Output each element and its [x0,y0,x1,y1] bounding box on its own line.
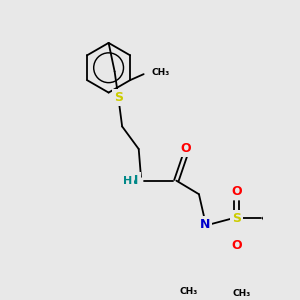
Text: O: O [180,142,191,155]
Text: S: S [232,212,241,225]
Text: H: H [123,176,132,186]
Text: CH₃: CH₃ [151,68,169,77]
Text: N: N [200,218,210,231]
Text: O: O [231,239,242,252]
Text: N: N [128,174,139,187]
Text: CH₃: CH₃ [179,287,197,296]
Text: S: S [114,92,123,104]
Text: CH₃: CH₃ [232,290,251,298]
Text: O: O [231,185,242,198]
